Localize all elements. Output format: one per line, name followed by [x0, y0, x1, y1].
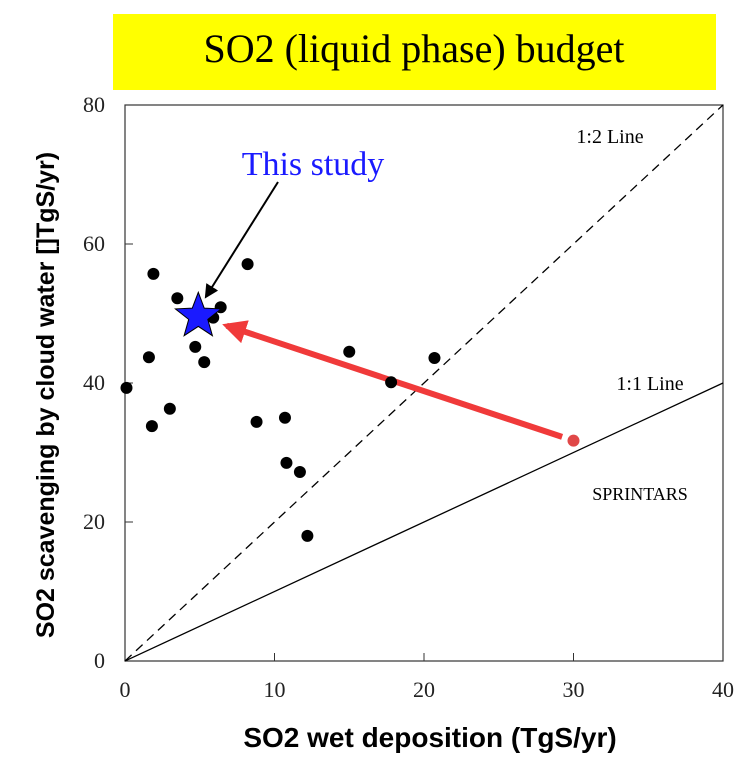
- point: [189, 340, 202, 353]
- x-tick-label: 40: [712, 677, 734, 702]
- point: [343, 345, 356, 358]
- point: [241, 258, 254, 271]
- title-box: [113, 14, 716, 90]
- point: [145, 420, 158, 433]
- x-tick-label: 20: [413, 677, 435, 702]
- y-tick-label: 40: [83, 370, 105, 395]
- point: [171, 292, 184, 305]
- point: [198, 356, 211, 369]
- point: [250, 415, 263, 428]
- y-tick-label: 60: [83, 231, 105, 256]
- point: [428, 351, 441, 364]
- point: [293, 465, 306, 478]
- arrow: [204, 181, 279, 299]
- y-axis-label: SO2 scavenging by cloud water []TgS/yr): [32, 152, 60, 638]
- x-tick-label: 30: [563, 677, 585, 702]
- point: [163, 402, 176, 415]
- x-axis-label: SO2 wet deposition (TgS/yr): [243, 722, 616, 753]
- series-label: 1:1 Line: [616, 373, 683, 395]
- star-point: [174, 290, 223, 337]
- point: [567, 434, 580, 447]
- y-tick-label: 80: [83, 92, 105, 117]
- point: [142, 351, 155, 364]
- y-tick-label: 20: [83, 509, 105, 534]
- reference-line: [124, 104, 724, 662]
- series-label: This study: [242, 146, 385, 183]
- chart-title: SO2 (liquid phase) budget: [203, 26, 624, 71]
- x-tick-label: 10: [264, 677, 286, 702]
- point: [385, 376, 398, 389]
- series-label: SPRINTARS: [592, 484, 688, 504]
- reference-line: [124, 382, 724, 662]
- x-tick-label: 0: [120, 677, 131, 702]
- point: [301, 529, 314, 542]
- point: [120, 381, 133, 394]
- series-label: 1:2 Line: [576, 126, 643, 148]
- y-tick-label: 0: [94, 648, 105, 673]
- point: [278, 411, 291, 424]
- point: [280, 456, 293, 469]
- point: [147, 267, 160, 280]
